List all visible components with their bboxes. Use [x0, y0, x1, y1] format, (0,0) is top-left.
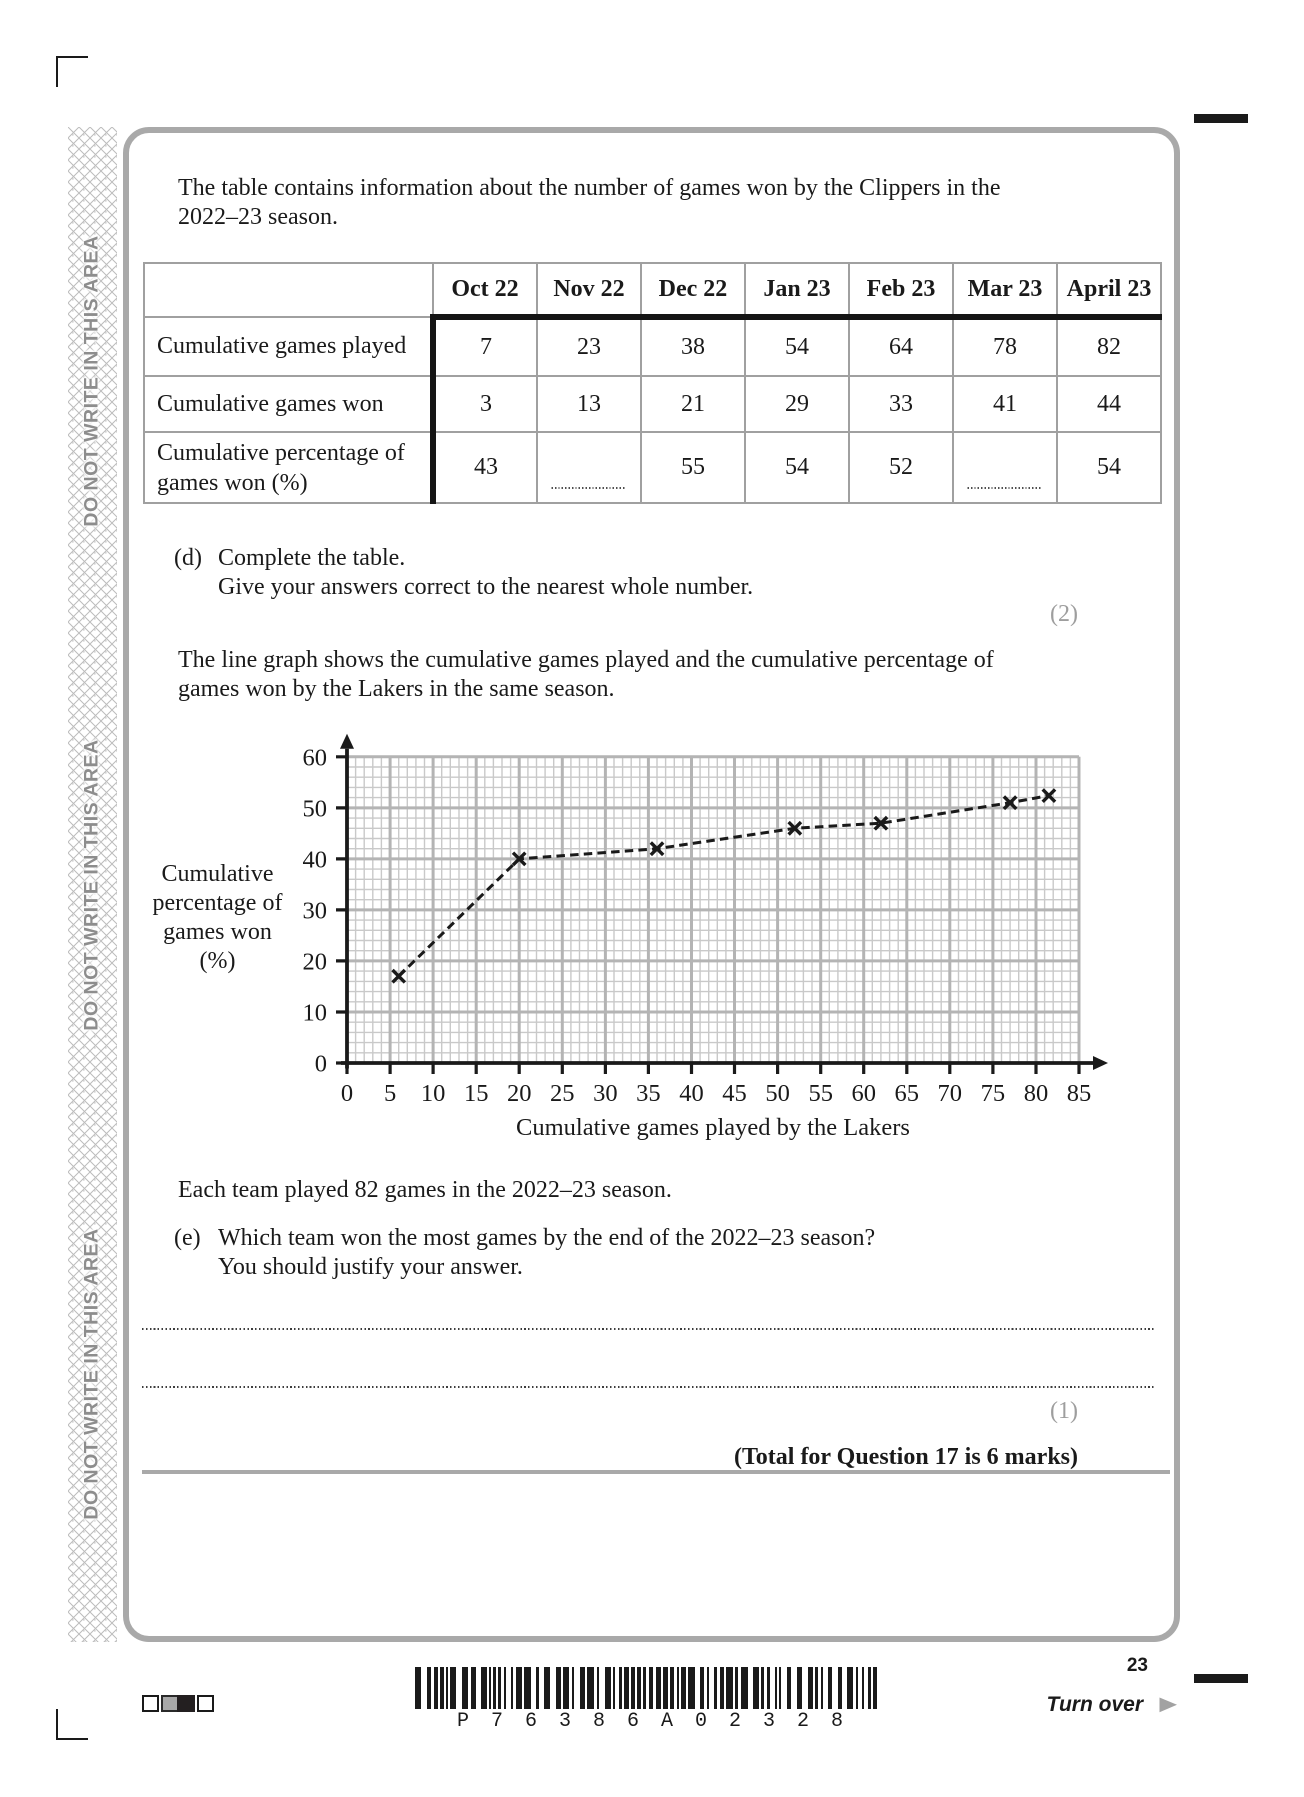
svg-text:40: 40: [679, 1080, 704, 1107]
svg-text:60: 60: [851, 1080, 876, 1107]
svg-text:85: 85: [1067, 1080, 1092, 1107]
svg-text:80: 80: [1024, 1080, 1049, 1107]
svg-text:15: 15: [464, 1080, 489, 1107]
svg-text:65: 65: [895, 1080, 920, 1107]
svg-text:40: 40: [303, 846, 328, 873]
svg-text:45: 45: [722, 1080, 747, 1107]
svg-text:50: 50: [303, 795, 328, 822]
svg-text:70: 70: [938, 1080, 963, 1107]
svg-text:5: 5: [384, 1080, 396, 1107]
svg-text:55: 55: [808, 1080, 833, 1107]
svg-text:Cumulative games played by the: Cumulative games played by the Lakers: [516, 1114, 910, 1141]
svg-text:10: 10: [421, 1080, 446, 1107]
svg-text:20: 20: [507, 1080, 532, 1107]
svg-text:0: 0: [341, 1080, 353, 1107]
svg-text:10: 10: [303, 1000, 328, 1027]
svg-text:30: 30: [303, 897, 328, 924]
svg-text:25: 25: [550, 1080, 575, 1107]
svg-text:20: 20: [303, 948, 328, 975]
svg-text:75: 75: [981, 1080, 1006, 1107]
svg-text:30: 30: [593, 1080, 618, 1107]
svg-text:60: 60: [303, 744, 328, 771]
svg-text:50: 50: [765, 1080, 790, 1107]
svg-text:0: 0: [315, 1051, 327, 1078]
svg-text:35: 35: [636, 1080, 661, 1107]
